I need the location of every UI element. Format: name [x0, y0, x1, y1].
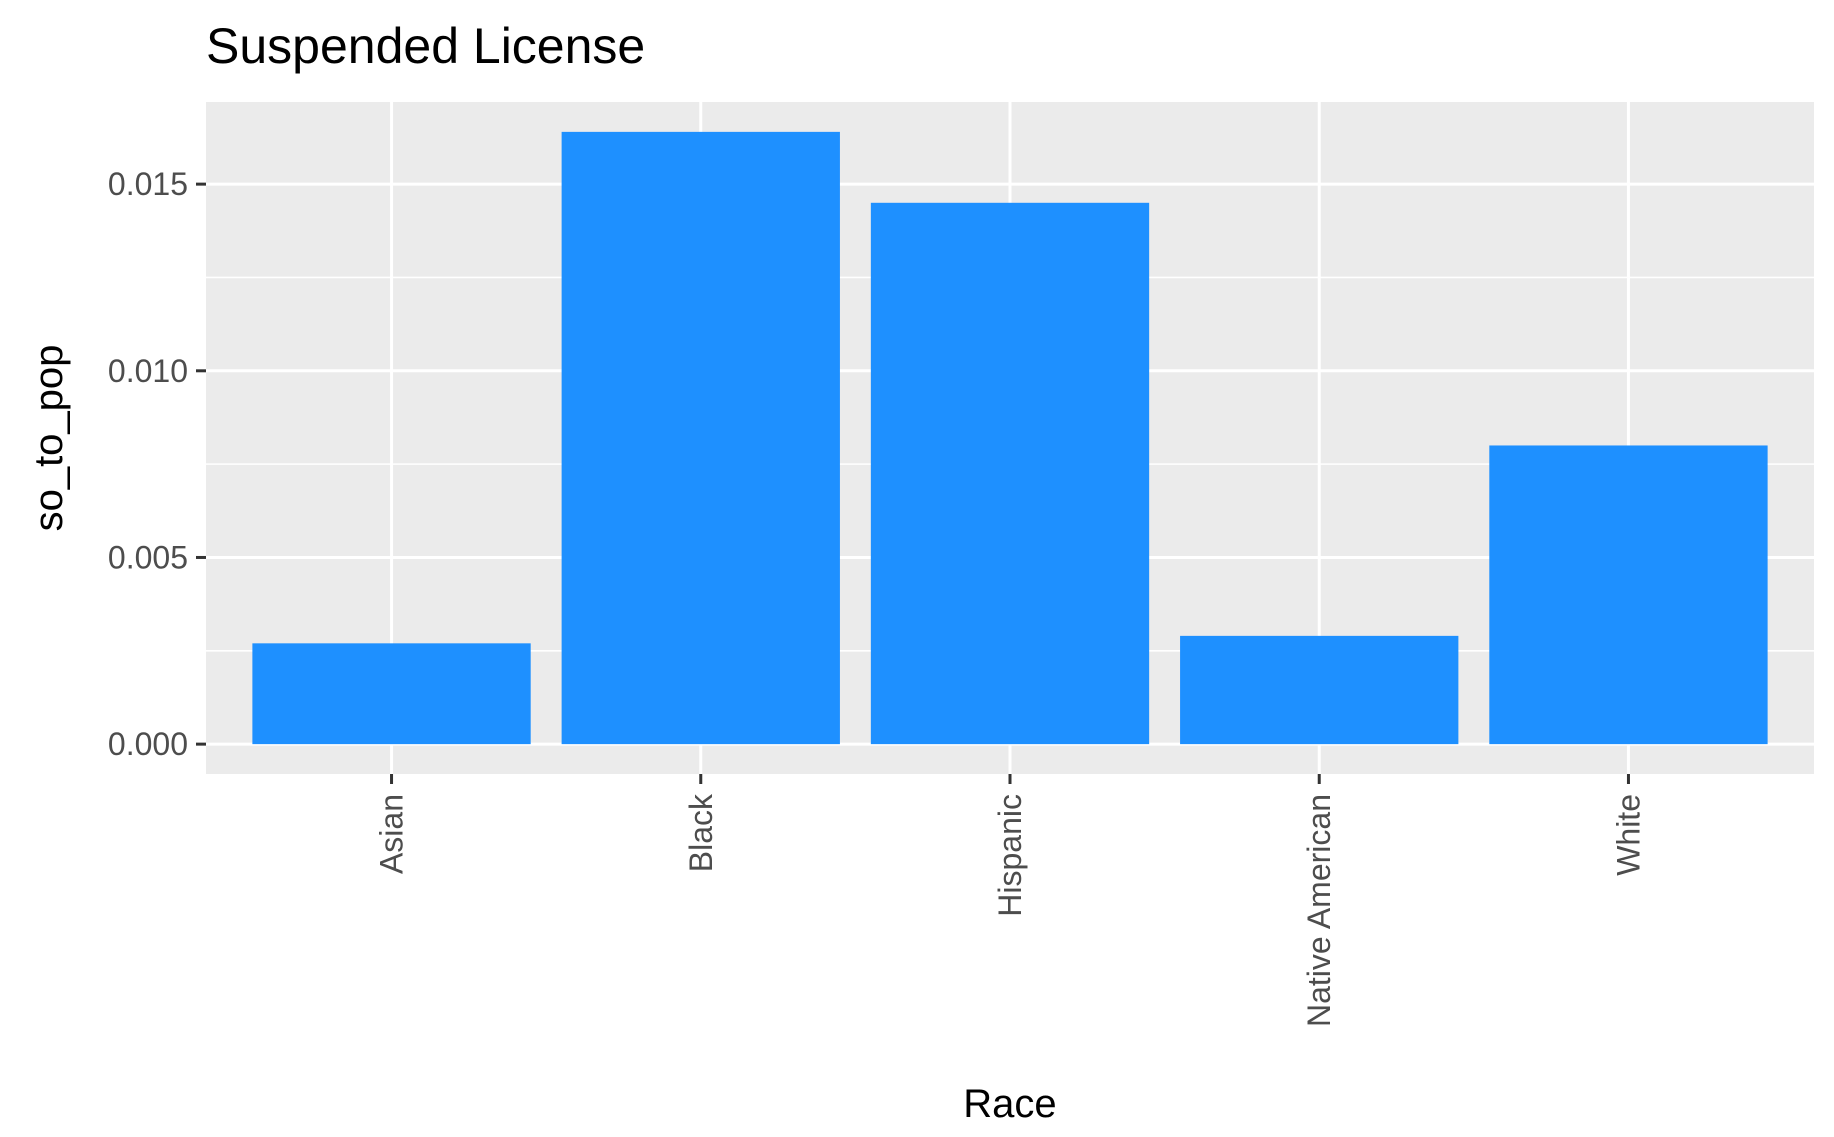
y-tick-label: 0.000: [108, 726, 188, 762]
x-tick-label: Asian: [374, 794, 410, 874]
bar-black: [561, 131, 840, 745]
bar-white: [1489, 445, 1768, 745]
y-tick-label: 0.010: [108, 353, 188, 389]
chart-title: Suspended License: [206, 18, 645, 74]
y-tick-label: 0.015: [108, 166, 188, 202]
bar-native-american: [1180, 635, 1459, 745]
y-tick-label: 0.005: [108, 539, 188, 575]
y-axis: 0.000 0.005 0.010 0.015: [108, 166, 206, 762]
bar-asian: [252, 643, 531, 745]
y-axis-title: so_to_pop: [27, 345, 71, 532]
bar-hispanic: [870, 202, 1150, 745]
bars: [252, 131, 1768, 745]
x-tick-label: Black: [683, 793, 719, 872]
x-tick-label: Native American: [1301, 794, 1337, 1027]
x-axis-title: Race: [963, 1082, 1056, 1126]
x-tick-label: Hispanic: [992, 794, 1028, 917]
x-tick-label: White: [1610, 794, 1646, 876]
x-axis: Asian Black Hispanic Native American White: [374, 774, 1646, 1027]
